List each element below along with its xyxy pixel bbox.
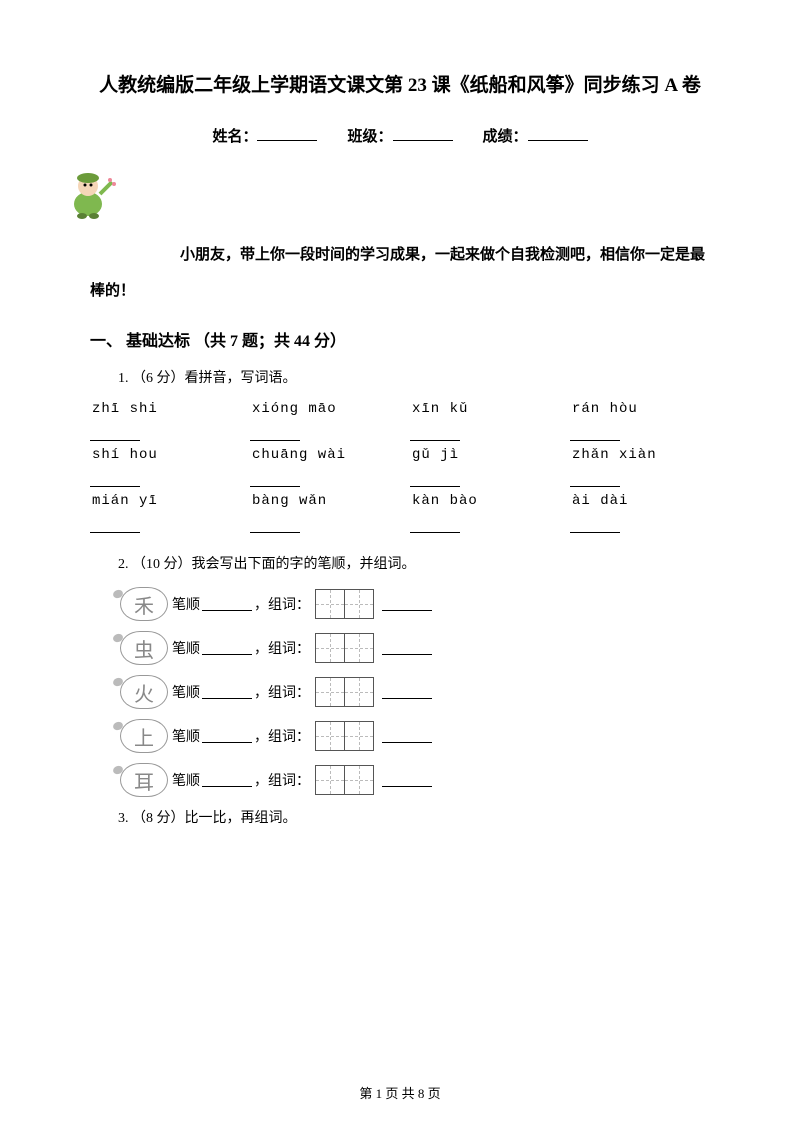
group-label: ，组词： [254, 726, 310, 746]
word-blank[interactable] [382, 641, 432, 655]
group-label: ，组词： [254, 682, 310, 702]
group-label: ，组词： [254, 638, 310, 658]
pinyin-grid: zhī shi xióng māo xīn kǔ rán hòu shí hou… [90, 401, 710, 533]
char-box[interactable] [344, 765, 374, 795]
name-blank[interactable] [257, 127, 317, 141]
answer-blank[interactable] [250, 423, 300, 441]
pinyin: rán hòu [570, 401, 710, 417]
answer-blank[interactable] [570, 515, 620, 533]
word-blank[interactable] [382, 773, 432, 787]
char-box[interactable] [344, 589, 374, 619]
char-oval: 耳 [120, 763, 168, 797]
stroke-row: 耳笔顺 ，组词： [120, 763, 710, 797]
char-box[interactable] [315, 633, 345, 663]
stroke-blank[interactable] [202, 597, 252, 611]
pinyin: mián yī [90, 493, 230, 509]
char-box[interactable] [315, 677, 345, 707]
stroke-label: 笔顺 [172, 682, 200, 702]
char-boxes [316, 589, 374, 619]
char-oval: 上 [120, 719, 168, 753]
pinyin: gǔ jì [410, 447, 550, 463]
answer-blank[interactable] [90, 423, 140, 441]
mascot-icon [60, 164, 120, 224]
group-label: ，组词： [254, 770, 310, 790]
doc-title: 人教统编版二年级上学期语文课文第 23 课《纸船和风筝》同步练习 A 卷 [90, 70, 710, 97]
stroke-blank[interactable] [202, 773, 252, 787]
section-heading: 一、 基础达标 （共 7 题；共 44 分） [90, 327, 710, 351]
char-boxes [316, 633, 374, 663]
char-box[interactable] [315, 589, 345, 619]
pinyin: chuāng wài [250, 447, 390, 463]
score-label: 成绩： [483, 129, 528, 145]
answer-blank[interactable] [250, 515, 300, 533]
char-boxes [316, 721, 374, 751]
info-line: 姓名： 班级： 成绩： [90, 125, 710, 146]
q2-label: 2. （10 分）我会写出下面的字的笔顺，并组词。 [90, 553, 710, 573]
stroke-row: 虫笔顺 ，组词： [120, 631, 710, 665]
stroke-label: 笔顺 [172, 726, 200, 746]
pinyin: bàng wǎn [250, 493, 390, 509]
intro-text: 小朋友，带上你一段时间的学习成果，一起来做个自我检测吧，相信你一定是最棒的！ [90, 237, 710, 309]
answer-blank[interactable] [570, 423, 620, 441]
class-label: 班级： [347, 129, 392, 145]
char-oval: 禾 [120, 587, 168, 621]
page-footer: 第 1 页 共 8 页 [0, 1083, 800, 1102]
class-blank[interactable] [393, 127, 453, 141]
char-box[interactable] [344, 721, 374, 751]
group-label: ，组词： [254, 594, 310, 614]
q3-label: 3. （8 分）比一比，再组词。 [90, 807, 710, 827]
char-box[interactable] [315, 721, 345, 751]
word-blank[interactable] [382, 685, 432, 699]
pinyin: zhī shi [90, 401, 230, 417]
stroke-label: 笔顺 [172, 770, 200, 790]
score-blank[interactable] [528, 127, 588, 141]
stroke-row: 上笔顺 ，组词： [120, 719, 710, 753]
stroke-rows: 禾笔顺，组词：虫笔顺，组词：火笔顺，组词：上笔顺，组词：耳笔顺，组词： [90, 587, 710, 797]
answer-blank[interactable] [90, 515, 140, 533]
pinyin: ài dài [570, 493, 710, 509]
answer-blank[interactable] [410, 469, 460, 487]
pinyin: xīn kǔ [410, 401, 550, 417]
stroke-row: 火笔顺 ，组词： [120, 675, 710, 709]
char-box[interactable] [344, 677, 374, 707]
word-blank[interactable] [382, 729, 432, 743]
stroke-row: 禾笔顺 ，组词： [120, 587, 710, 621]
pinyin: kàn bào [410, 493, 550, 509]
stroke-blank[interactable] [202, 641, 252, 655]
char-boxes [316, 677, 374, 707]
answer-blank[interactable] [570, 469, 620, 487]
pinyin: shí hou [90, 447, 230, 463]
q1-label: 1. （6 分）看拼音，写词语。 [90, 367, 710, 387]
pinyin: xióng māo [250, 401, 390, 417]
stroke-blank[interactable] [202, 729, 252, 743]
answer-blank[interactable] [410, 515, 460, 533]
stroke-blank[interactable] [202, 685, 252, 699]
stroke-label: 笔顺 [172, 638, 200, 658]
char-box[interactable] [344, 633, 374, 663]
answer-blank[interactable] [250, 469, 300, 487]
char-boxes [316, 765, 374, 795]
char-oval: 虫 [120, 631, 168, 665]
name-label: 姓名： [212, 129, 257, 145]
answer-blank[interactable] [90, 469, 140, 487]
pinyin: zhǎn xiàn [570, 447, 710, 463]
answer-blank[interactable] [410, 423, 460, 441]
char-oval: 火 [120, 675, 168, 709]
stroke-label: 笔顺 [172, 594, 200, 614]
word-blank[interactable] [382, 597, 432, 611]
char-box[interactable] [315, 765, 345, 795]
